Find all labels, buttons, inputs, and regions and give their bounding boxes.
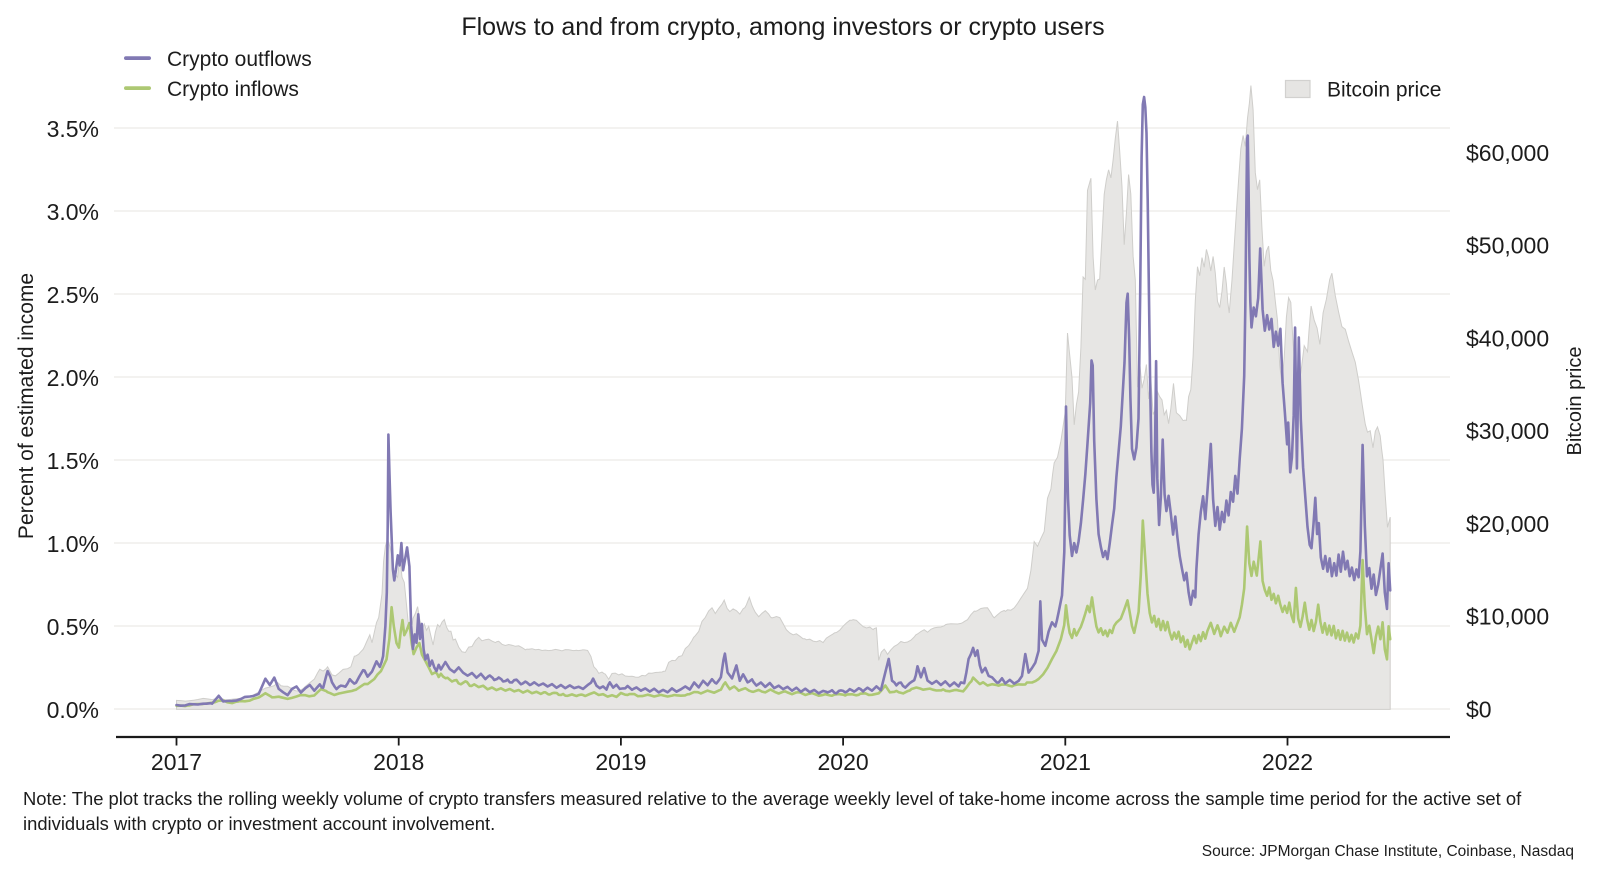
svg-text:2018: 2018 <box>373 749 424 775</box>
svg-text:Flows to and from crypto, amon: Flows to and from crypto, among investor… <box>461 13 1104 41</box>
svg-text:0.5%: 0.5% <box>47 614 99 640</box>
svg-text:Crypto inflows: Crypto inflows <box>167 78 299 101</box>
svg-text:2022: 2022 <box>1262 749 1313 775</box>
svg-text:2.0%: 2.0% <box>47 365 99 391</box>
svg-text:3.0%: 3.0% <box>47 199 99 225</box>
svg-text:$50,000: $50,000 <box>1466 233 1549 259</box>
svg-text:Percent of estimated income: Percent of estimated income <box>15 273 38 539</box>
svg-text:3.5%: 3.5% <box>47 116 99 142</box>
svg-text:Bitcoin price: Bitcoin price <box>1327 79 1441 102</box>
svg-text:2019: 2019 <box>595 749 646 775</box>
svg-text:Source: JPMorgan Chase Institu: Source: JPMorgan Chase Institute, Coinba… <box>1202 843 1574 860</box>
svg-text:2.5%: 2.5% <box>47 282 99 308</box>
svg-text:Crypto outflows: Crypto outflows <box>167 48 312 71</box>
svg-text:$20,000: $20,000 <box>1466 511 1549 537</box>
svg-text:1.5%: 1.5% <box>47 448 99 474</box>
svg-text:Note: The plot tracks the roll: Note: The plot tracks the rolling weekly… <box>23 788 1522 809</box>
svg-text:Bitcoin price: Bitcoin price <box>1564 347 1586 456</box>
svg-text:1.0%: 1.0% <box>47 531 99 557</box>
svg-text:2020: 2020 <box>818 749 869 775</box>
svg-text:individuals with crypto or inv: individuals with crypto or investment ac… <box>23 813 495 834</box>
svg-text:2021: 2021 <box>1040 749 1091 775</box>
svg-text:0.0%: 0.0% <box>47 697 99 723</box>
svg-text:$0: $0 <box>1466 696 1492 722</box>
svg-text:2017: 2017 <box>151 749 202 775</box>
svg-text:$40,000: $40,000 <box>1466 325 1549 351</box>
svg-text:$10,000: $10,000 <box>1466 604 1549 630</box>
svg-text:$60,000: $60,000 <box>1466 140 1549 166</box>
svg-text:$30,000: $30,000 <box>1466 418 1549 444</box>
